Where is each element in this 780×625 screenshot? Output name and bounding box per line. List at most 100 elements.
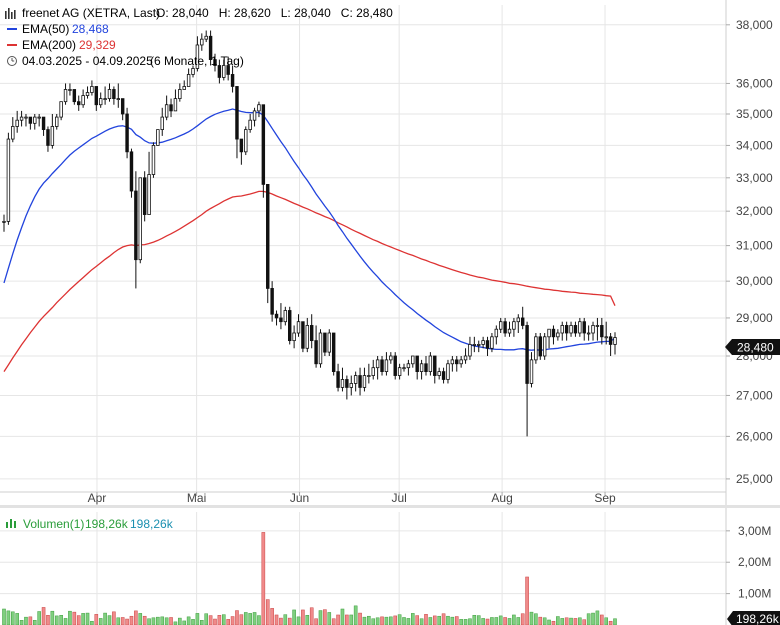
candle-body-down: [230, 74, 235, 87]
volume-bar: [279, 617, 283, 625]
volume-bar: [476, 615, 481, 625]
volume-bar: [204, 613, 208, 625]
volume-bar: [318, 610, 323, 625]
candle-body-down: [94, 86, 99, 106]
candle-body-up: [353, 375, 358, 384]
candle: [208, 30, 213, 66]
candle: [556, 329, 560, 341]
candle: [230, 65, 235, 93]
volume-bar: [380, 616, 384, 625]
volume-bar: [239, 614, 244, 625]
volume-bar: [384, 616, 389, 625]
volume-bar: [120, 617, 125, 625]
candle-body-up: [305, 325, 310, 349]
candle-body-down: [608, 336, 613, 345]
candle-body-up: [173, 98, 178, 112]
candle-body-up: [472, 344, 477, 346]
candle: [213, 53, 217, 72]
price-tick-label: 35,000: [736, 107, 773, 121]
volume-bar: [6, 610, 11, 625]
volume-bar: [90, 620, 94, 625]
price-tick-label: 30,000: [736, 274, 773, 288]
candle-body-down: [129, 151, 134, 192]
candle: [349, 375, 353, 396]
candle-body-up: [296, 321, 301, 334]
candle: [138, 177, 142, 264]
candle-body-down: [336, 371, 340, 388]
candle: [578, 317, 582, 337]
candle: [41, 116, 46, 136]
volume-bar: [547, 619, 551, 625]
volume-bar: [68, 610, 72, 625]
candle: [186, 68, 191, 87]
candle: [551, 325, 556, 345]
candle: [433, 355, 437, 384]
candle: [134, 171, 138, 289]
volume-bar: [525, 576, 529, 625]
candle-body-up: [367, 375, 371, 377]
candle: [125, 107, 129, 159]
candle: [481, 336, 485, 349]
candle-body-up: [138, 177, 142, 261]
volume-bar: [582, 619, 587, 625]
volume-bar: [116, 617, 121, 625]
volume-bar: [600, 614, 604, 625]
chart-title: freenet AG (XETRA, Last): [22, 6, 160, 20]
price-tick-label: 36,000: [736, 76, 773, 90]
candle: [516, 314, 521, 334]
candle-body-down: [270, 288, 274, 315]
candle-body-up: [450, 359, 455, 365]
candle-body-down: [288, 310, 292, 342]
candle: [604, 321, 608, 345]
candle: [472, 336, 477, 353]
volume-bar: [208, 615, 213, 625]
ema50-legend-swatch: [7, 28, 17, 30]
volume-bar: [432, 615, 437, 625]
volume-legend: Volumen(1) 198,26k 198,26k: [6, 517, 174, 531]
candle-body-down: [309, 325, 314, 342]
volume-bar: [125, 618, 129, 625]
candle: [389, 352, 393, 364]
candle: [345, 375, 349, 400]
candle-body-up: [292, 332, 296, 342]
candle: [538, 333, 542, 360]
candle-body-down: [41, 116, 46, 130]
candle-body-up: [578, 321, 582, 334]
candle: [415, 355, 419, 380]
bars-icon: [5, 8, 16, 19]
candle-body-up: [613, 337, 617, 345]
volume-bar: [441, 613, 446, 625]
volume-bar: [503, 617, 507, 625]
volume-bar: [261, 532, 266, 625]
ema50-legend-label: EMA(50): [22, 22, 69, 36]
ema50-series: [3, 108, 616, 351]
volume-bar: [578, 617, 582, 625]
last-volume-value: 198,26k: [736, 612, 780, 625]
volume-bar: [613, 618, 617, 625]
volume-bar: [604, 617, 608, 625]
candle: [477, 340, 481, 353]
candle: [494, 325, 499, 345]
volume-bar: [362, 616, 367, 625]
candle: [600, 317, 604, 345]
volume-bar: [169, 617, 173, 625]
candle-body-down: [261, 104, 266, 185]
volume-tick-label: 1,00M: [738, 587, 771, 601]
candle-body-up: [50, 126, 55, 146]
volume-bar: [419, 618, 424, 625]
candle-body-down: [573, 325, 578, 334]
candle-body-up: [98, 98, 103, 106]
candle: [529, 352, 534, 388]
volume-bar: [221, 614, 226, 625]
candle: [419, 359, 424, 380]
candle-body-up: [33, 116, 37, 124]
candle: [582, 317, 586, 341]
candle: [46, 126, 50, 152]
candle: [371, 359, 375, 380]
candle-body-down: [120, 98, 125, 115]
candle: [248, 113, 252, 133]
candle-body-up: [481, 340, 485, 345]
volume-bar: [551, 620, 556, 625]
